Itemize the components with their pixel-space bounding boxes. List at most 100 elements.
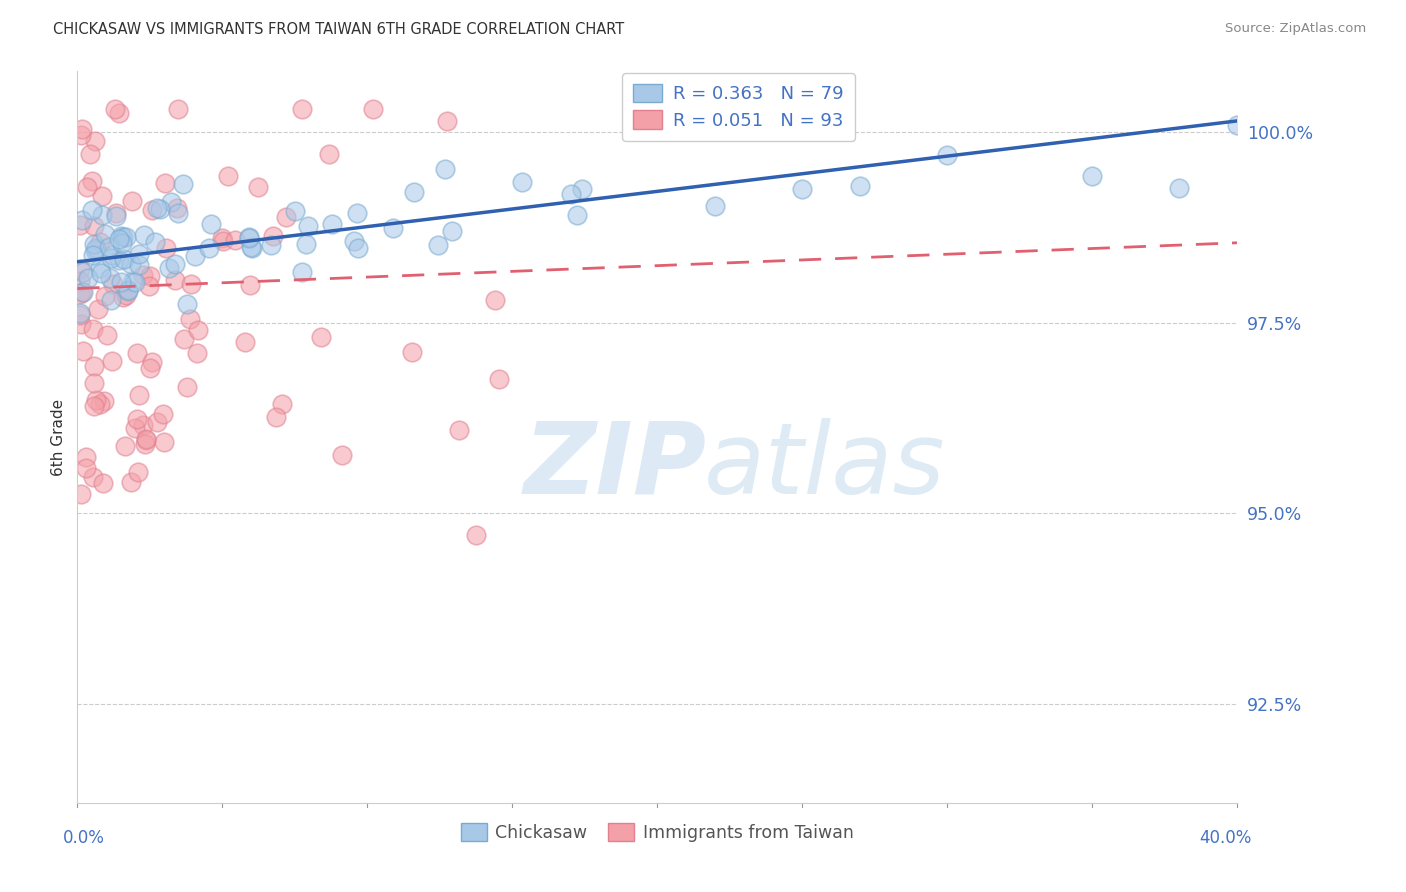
Text: ZIP: ZIP xyxy=(524,417,707,515)
Point xyxy=(75,450,97,464)
Point xyxy=(89,397,111,411)
Point xyxy=(346,206,368,220)
Point xyxy=(128,247,150,261)
Point xyxy=(1168,180,1191,194)
Point xyxy=(240,241,263,255)
Point xyxy=(138,269,160,284)
Point xyxy=(138,360,160,375)
Point xyxy=(427,237,450,252)
Point xyxy=(93,393,115,408)
Point xyxy=(80,174,103,188)
Point xyxy=(186,345,208,359)
Point xyxy=(70,285,93,299)
Point xyxy=(187,323,209,337)
Point xyxy=(105,206,128,220)
Point xyxy=(114,439,136,453)
Point xyxy=(318,147,340,161)
Point xyxy=(121,194,143,208)
Point xyxy=(110,275,132,289)
Point xyxy=(159,194,181,209)
Point xyxy=(180,277,202,291)
Point xyxy=(153,176,176,190)
Point xyxy=(132,228,155,243)
Point xyxy=(1226,118,1249,132)
Text: atlas: atlas xyxy=(704,417,945,515)
Point xyxy=(447,423,470,437)
Point xyxy=(70,121,93,136)
Point xyxy=(132,418,155,433)
Point xyxy=(464,527,486,541)
Point xyxy=(70,487,93,501)
Point xyxy=(94,288,117,302)
Point xyxy=(80,203,103,218)
Point xyxy=(246,180,269,194)
Point xyxy=(291,264,314,278)
Point xyxy=(128,258,150,272)
Legend: R = 0.363   N = 79, R = 0.051   N = 93: R = 0.363 N = 79, R = 0.051 N = 93 xyxy=(623,73,855,141)
Point xyxy=(135,433,157,447)
Point xyxy=(436,113,458,128)
Point xyxy=(83,376,105,390)
Point xyxy=(1284,153,1306,167)
Point xyxy=(69,274,91,288)
Point xyxy=(110,228,132,243)
Point xyxy=(75,461,97,475)
Point xyxy=(401,345,423,359)
Point xyxy=(83,244,105,258)
Text: Source: ZipAtlas.com: Source: ZipAtlas.com xyxy=(1226,22,1367,36)
Point xyxy=(262,229,284,244)
Point xyxy=(1081,169,1104,183)
Point xyxy=(155,241,177,255)
Point xyxy=(146,202,169,216)
Point xyxy=(381,220,404,235)
Point xyxy=(112,252,135,266)
Point xyxy=(484,293,506,307)
Point xyxy=(1313,167,1336,181)
Point xyxy=(141,355,163,369)
Point xyxy=(90,266,112,280)
Point xyxy=(153,435,176,450)
Point xyxy=(69,308,91,322)
Point xyxy=(284,203,307,218)
Point xyxy=(363,103,385,117)
Point xyxy=(330,448,353,462)
Point xyxy=(112,230,135,244)
Point xyxy=(224,233,246,247)
Point xyxy=(122,274,145,288)
Point xyxy=(82,470,104,484)
Point xyxy=(260,238,283,252)
Point xyxy=(76,180,98,194)
Point xyxy=(70,128,93,143)
Point xyxy=(179,311,201,326)
Y-axis label: 6th Grade: 6th Grade xyxy=(51,399,66,475)
Point xyxy=(107,231,129,245)
Point xyxy=(72,212,94,227)
Point xyxy=(79,147,101,161)
Point xyxy=(138,278,160,293)
Point xyxy=(125,346,148,360)
Point xyxy=(560,187,582,202)
Point xyxy=(172,177,194,191)
Point xyxy=(91,209,114,223)
Point xyxy=(198,241,221,255)
Point xyxy=(565,208,588,222)
Point xyxy=(571,182,593,196)
Point xyxy=(83,134,105,148)
Point xyxy=(72,285,94,299)
Point xyxy=(167,205,190,219)
Point xyxy=(100,293,122,307)
Point xyxy=(240,240,263,254)
Point xyxy=(104,103,127,117)
Text: 40.0%: 40.0% xyxy=(1199,830,1251,847)
Text: 0.0%: 0.0% xyxy=(63,830,104,847)
Point xyxy=(217,169,239,183)
Point xyxy=(82,322,104,336)
Point xyxy=(84,393,107,408)
Point xyxy=(76,270,98,285)
Point xyxy=(152,407,174,421)
Point xyxy=(69,306,91,320)
Point xyxy=(111,235,134,250)
Point xyxy=(321,217,343,231)
Point xyxy=(233,335,256,350)
Point xyxy=(69,218,91,232)
